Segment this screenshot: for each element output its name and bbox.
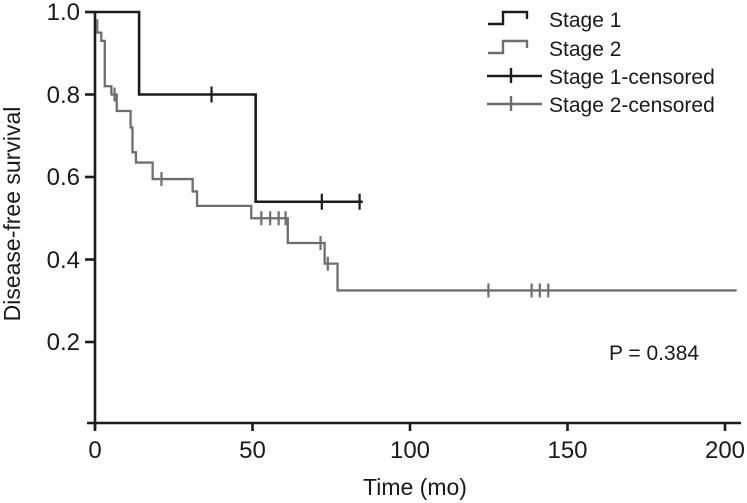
legend-label: Stage 1-censored	[549, 66, 715, 89]
x-tick-label: 50	[239, 437, 266, 464]
legend-label: Stage 1	[549, 9, 621, 32]
y-tick-label: 0.4	[47, 247, 80, 274]
x-tick-label: 0	[88, 437, 101, 464]
y-tick-labels: 1.0 0.8 0.6 0.4 0.2	[47, 0, 80, 356]
x-tick-label: 200	[705, 437, 745, 464]
legend-symbol-step-stage1	[488, 10, 529, 26]
legend-symbol-censored-stage2	[487, 96, 542, 111]
x-tick-label: 150	[547, 437, 587, 464]
y-axis-title: Disease-free survival	[0, 107, 25, 322]
legend-label: Stage 2-censored	[549, 94, 715, 117]
km-curve-stage-2	[96, 19, 737, 292]
p-value-label: P = 0.384	[609, 342, 699, 365]
legend-symbol-step-stage2	[488, 39, 529, 55]
survival-curves	[95, 10, 737, 298]
y-tick-label: 1.0	[47, 0, 80, 26]
legend-label: Stage 2	[549, 38, 621, 61]
x-axis-title: Time (mo)	[363, 474, 467, 500]
legend: Stage 1 Stage 2 Stage 1-censored Stage 2…	[487, 9, 715, 117]
y-tick-label: 0.2	[47, 329, 80, 356]
legend-symbol-censored-stage1	[487, 68, 542, 83]
x-tick-labels: 0 50 100 150 200	[88, 437, 745, 464]
y-tick-label: 0.6	[47, 164, 80, 191]
axes	[85, 10, 741, 431]
legend-symbols	[487, 10, 542, 111]
x-tick-label: 100	[390, 437, 430, 464]
y-tick-label: 0.8	[47, 82, 80, 109]
km-curve-stage-1	[95, 10, 363, 204]
